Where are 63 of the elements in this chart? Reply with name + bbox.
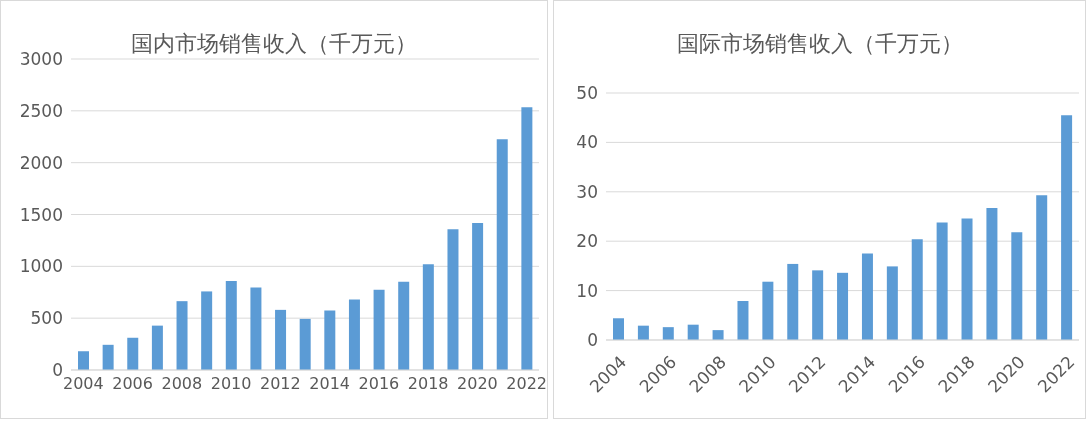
bar <box>762 281 774 340</box>
y-tick-label: 3000 <box>19 49 63 70</box>
bar <box>324 310 336 370</box>
bar <box>613 318 624 340</box>
bar <box>299 318 311 370</box>
bar <box>986 208 998 340</box>
y-tick-label: 500 <box>30 308 63 329</box>
x-tick-label: 2016 <box>358 374 400 394</box>
bar <box>1061 115 1073 340</box>
x-tick-label: 2006 <box>112 374 153 394</box>
bar <box>787 263 799 340</box>
bar <box>250 287 262 370</box>
bar <box>127 337 139 370</box>
bar <box>911 239 923 340</box>
x-tick-label: 2008 <box>161 374 203 394</box>
y-tick-label: 0 <box>587 330 598 351</box>
y-tick-label: 0 <box>52 360 63 381</box>
bar <box>102 344 114 370</box>
bar <box>398 281 410 370</box>
bar <box>176 301 188 370</box>
bar <box>151 325 163 370</box>
x-tick-label: 2004 <box>62 374 104 394</box>
bar <box>637 325 649 340</box>
x-tick-label: 2020 <box>457 374 498 394</box>
x-tick-label: 2022 <box>506 374 548 394</box>
x-tick-label: 2010 <box>210 374 252 394</box>
bar <box>447 229 459 370</box>
bar <box>837 272 849 340</box>
x-tick-label: 2018 <box>407 374 449 394</box>
bar <box>472 222 484 370</box>
bar <box>687 324 699 340</box>
bar <box>886 266 898 340</box>
y-tick-label: 1500 <box>19 204 63 225</box>
bar <box>373 289 385 370</box>
bar <box>737 300 749 340</box>
bar <box>961 218 973 340</box>
bar <box>812 270 824 340</box>
bar <box>712 330 724 340</box>
x-tick-label: 2014 <box>309 374 350 394</box>
bar <box>1011 232 1023 340</box>
y-tick-label: 1000 <box>19 256 63 277</box>
bar <box>201 291 213 370</box>
bar <box>348 299 360 370</box>
chart-title: 国际市场销售收入（千万元） <box>675 30 964 58</box>
y-tick-label: 30 <box>576 181 598 202</box>
chart-title: 国内市场销售收入（千万元） <box>131 31 417 56</box>
bar <box>225 280 237 370</box>
bar <box>861 253 873 340</box>
bar <box>422 264 434 370</box>
bar <box>662 327 674 340</box>
y-tick-label: 20 <box>576 231 598 252</box>
bar <box>1036 195 1048 340</box>
bar <box>78 351 89 370</box>
y-tick-label: 2000 <box>19 152 63 173</box>
bar <box>936 222 948 340</box>
y-tick-label: 10 <box>576 280 598 301</box>
bar <box>521 107 533 370</box>
bar <box>275 309 287 370</box>
bar <box>496 139 508 370</box>
y-tick-label: 2500 <box>19 100 63 121</box>
x-tick-label: 2012 <box>260 374 301 394</box>
y-tick-label: 50 <box>576 83 598 104</box>
y-tick-label: 40 <box>576 132 598 153</box>
